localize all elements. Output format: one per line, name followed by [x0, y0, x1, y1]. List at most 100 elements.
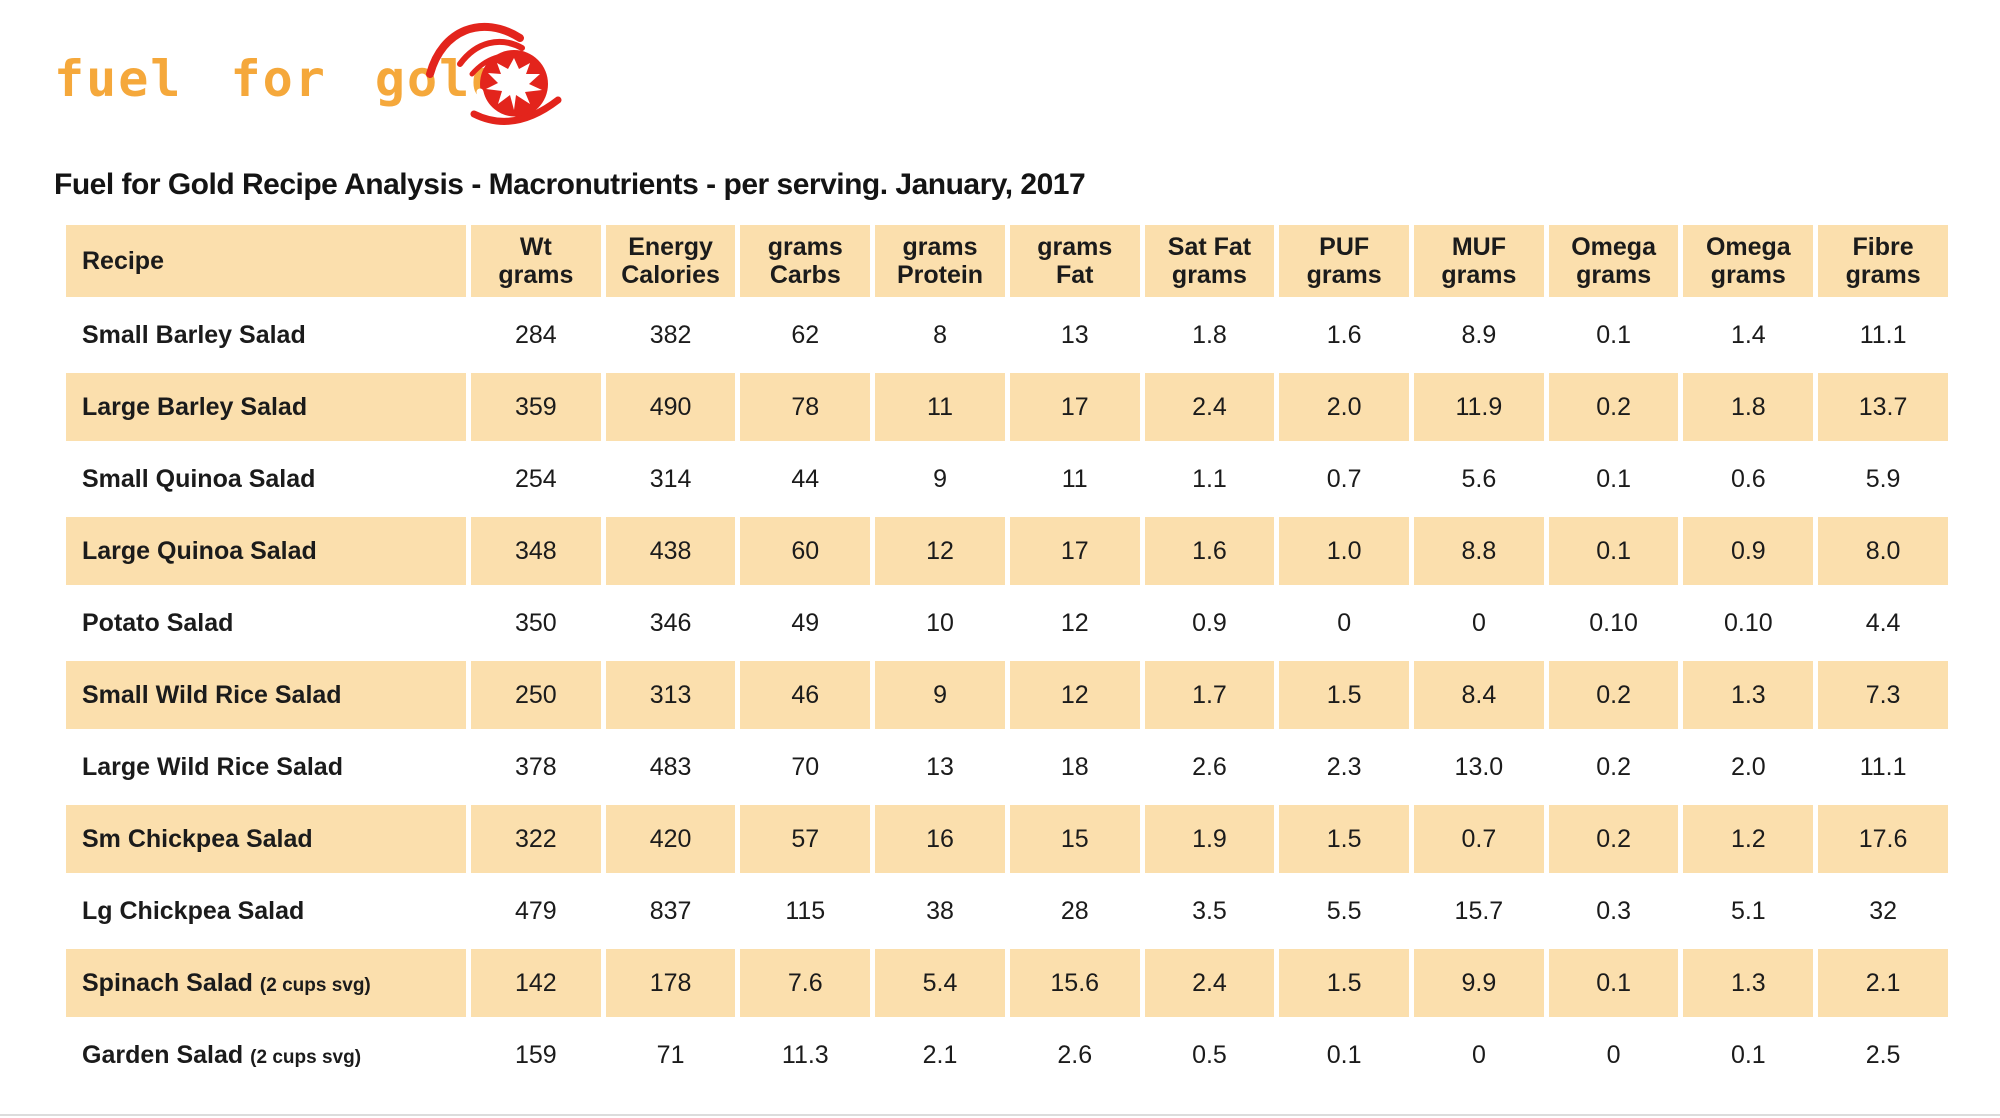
table-cell-satfat: 3.5 — [1144, 877, 1275, 945]
table-cell-fibre: 5.9 — [1818, 445, 1948, 513]
table-cell-muf: 11.9 — [1414, 373, 1544, 441]
table-cell-fibre: 11.1 — [1818, 301, 1948, 369]
table-row: Sm Chickpea Salad 322 420 57 16 15 1.9 1.5 0.7 0.… — [66, 805, 1948, 873]
table-cell-puf: 2.0 — [1279, 373, 1410, 441]
table-cell-carbs: 49 — [740, 589, 871, 657]
table-cell-wt: 348 — [471, 517, 601, 585]
table-cell-omega-2: 0.1 — [1683, 1021, 1814, 1089]
table-cell-puf: 5.5 — [1279, 877, 1410, 945]
column-header-omega-2: Omega grams — [1683, 225, 1814, 297]
table-cell-omega-1: 0.2 — [1548, 733, 1679, 801]
recipe-name: Large Wild Rice Salad — [82, 752, 343, 781]
table-cell-omega-2: 0.6 — [1683, 445, 1814, 513]
table-cell-omega-2: 1.2 — [1683, 805, 1814, 873]
recipe-name: Garden Salad — [82, 1040, 244, 1069]
column-header-carbs: grams Carbs — [740, 225, 871, 297]
recipe-name-cell: Large Quinoa Salad — [66, 517, 466, 585]
table-cell-satfat: 2.4 — [1144, 373, 1275, 441]
column-header-fat: grams Fat — [1009, 225, 1140, 297]
table-cell-muf: 9.9 — [1414, 949, 1544, 1017]
table-cell-fibre: 7.3 — [1818, 661, 1948, 729]
table-cell-wt: 359 — [471, 373, 601, 441]
table-cell-carbs: 78 — [740, 373, 871, 441]
table-cell-puf: 1.0 — [1279, 517, 1410, 585]
table-cell-fibre: 4.4 — [1818, 589, 1948, 657]
table-cell-energy: 483 — [605, 733, 736, 801]
recipe-name-cell: Lg Chickpea Salad — [66, 877, 466, 945]
column-header-satfat: Sat Fat grams — [1144, 225, 1275, 297]
table-cell-fat: 12 — [1009, 589, 1140, 657]
table-cell-carbs: 11.3 — [740, 1021, 871, 1089]
table-cell-satfat: 1.1 — [1144, 445, 1275, 513]
table-cell-muf: 8.4 — [1414, 661, 1544, 729]
table-cell-satfat: 1.6 — [1144, 517, 1275, 585]
table-cell-muf: 0.7 — [1414, 805, 1544, 873]
table-cell-wt: 322 — [471, 805, 601, 873]
table-cell-wt: 479 — [471, 877, 601, 945]
table-cell-energy: 314 — [605, 445, 736, 513]
recipe-name: Large Barley Salad — [82, 392, 308, 421]
table-cell-muf: 0 — [1414, 589, 1544, 657]
column-header-omega-1: Omega grams — [1548, 225, 1679, 297]
table-cell-carbs: 60 — [740, 517, 871, 585]
table-cell-muf: 0 — [1414, 1021, 1544, 1089]
table-row: Small Wild Rice Salad 250 313 46 9 12 1.7 1.5 8.… — [66, 661, 1948, 729]
table-cell-protein: 5.4 — [875, 949, 1005, 1017]
recipe-name-cell: Sm Chickpea Salad — [66, 805, 466, 873]
table-cell-muf: 8.8 — [1414, 517, 1544, 585]
table-cell-protein: 9 — [875, 445, 1005, 513]
header-row: Recipe Wt grams Energy Calories grams Carbs gra… — [66, 225, 1948, 297]
table-row: Large Barley Salad 359 490 78 11 17 2.4 2.0 11.9… — [66, 373, 1948, 441]
table-cell-protein: 11 — [875, 373, 1005, 441]
table-cell-wt: 378 — [471, 733, 601, 801]
table-cell-puf: 2.3 — [1279, 733, 1410, 801]
table-row: Small Barley Salad 284 382 62 8 13 1.8 1.6 8.9 0.… — [66, 301, 1948, 369]
table-cell-energy: 382 — [605, 301, 736, 369]
recipe-name: Small Quinoa Salad — [82, 464, 316, 493]
table-cell-fat: 13 — [1009, 301, 1140, 369]
table-cell-omega-2: 1.8 — [1683, 373, 1814, 441]
recipe-name: Lg Chickpea Salad — [82, 896, 305, 925]
table-cell-puf: 1.6 — [1279, 301, 1410, 369]
table-cell-puf: 0.1 — [1279, 1021, 1410, 1089]
table-cell-carbs: 115 — [740, 877, 871, 945]
table-cell-puf: 0.7 — [1279, 445, 1410, 513]
page-title: Fuel for Gold Recipe Analysis - Macronut… — [54, 168, 1086, 201]
table-cell-energy: 438 — [605, 517, 736, 585]
logo-text: fuel for gold — [54, 50, 504, 108]
table-cell-puf: 0 — [1279, 589, 1410, 657]
table-cell-muf: 8.9 — [1414, 301, 1544, 369]
table-cell-omega-2: 5.1 — [1683, 877, 1814, 945]
table-cell-muf: 15.7 — [1414, 877, 1544, 945]
table-cell-fat: 11 — [1009, 445, 1140, 513]
table-cell-muf: 5.6 — [1414, 445, 1544, 513]
recipe-name: Spinach Salad — [82, 968, 253, 997]
table-cell-omega-2: 2.0 — [1683, 733, 1814, 801]
table-cell-omega-2: 1.4 — [1683, 301, 1814, 369]
table-row: Small Quinoa Salad 254 314 44 9 11 1.1 0.7 5.6 0.… — [66, 445, 1948, 513]
recipe-name-cell: Potato Salad — [66, 589, 466, 657]
table-body: Small Barley Salad 284 382 62 8 13 1.8 1.6 8.9 0.… — [66, 301, 1948, 1089]
table-row: Large Wild Rice Salad 378 483 70 13 18 2.6 2.3 1… — [66, 733, 1948, 801]
table-cell-protein: 2.1 — [875, 1021, 1005, 1089]
table-cell-energy: 71 — [605, 1021, 736, 1089]
table-cell-energy: 178 — [605, 949, 736, 1017]
table-cell-omega-1: 0.2 — [1548, 805, 1679, 873]
table-row: Large Quinoa Salad 348 438 60 12 17 1.6 1.0 8.8 0… — [66, 517, 1948, 585]
table-cell-protein: 9 — [875, 661, 1005, 729]
table-cell-carbs: 44 — [740, 445, 871, 513]
column-header-fibre: Fibre grams — [1818, 225, 1948, 297]
table-cell-omega-1: 0.1 — [1548, 517, 1679, 585]
recipe-name: Sm Chickpea Salad — [82, 824, 313, 853]
recipe-name: Small Barley Salad — [82, 320, 306, 349]
recipe-name: Large Quinoa Salad — [82, 536, 317, 565]
table-cell-wt: 142 — [471, 949, 601, 1017]
recipe-serving-note: (2 cups svg) — [259, 974, 371, 996]
table-cell-fat: 15 — [1009, 805, 1140, 873]
column-header-recipe: Recipe — [66, 225, 466, 297]
recipe-serving-note: (2 cups svg) — [250, 1046, 362, 1068]
table-cell-omega-1: 0.2 — [1548, 661, 1679, 729]
table-cell-protein: 13 — [875, 733, 1005, 801]
table-cell-wt: 159 — [471, 1021, 601, 1089]
table-cell-energy: 490 — [605, 373, 736, 441]
